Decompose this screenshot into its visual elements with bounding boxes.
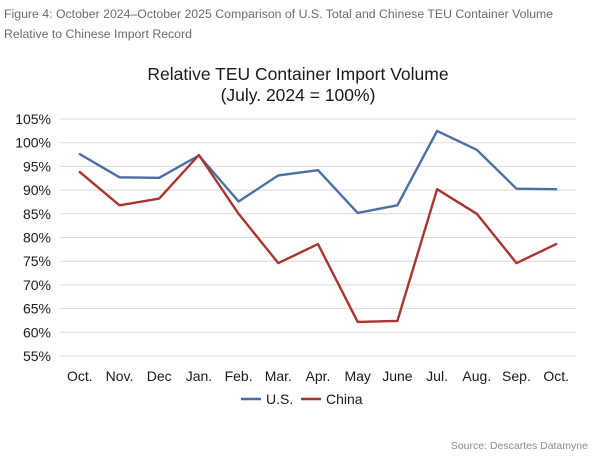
y-tick-label: 85%: [23, 206, 51, 222]
gridlines: [60, 118, 576, 357]
x-tick-label: May: [344, 368, 370, 384]
y-axis-tick-labels: 55% 60% 65% 70% 75% 80% 85% 90% 95% 100% 105%: [15, 111, 51, 364]
y-tick-label: 70%: [23, 277, 51, 293]
legend: U.S. China: [241, 391, 363, 407]
y-tick-label: 60%: [23, 324, 51, 340]
y-tick-label: 75%: [23, 253, 51, 269]
x-tick-label: Mar.: [265, 368, 292, 384]
x-tick-label: Sep.: [502, 368, 531, 384]
x-tick-label: Aug.: [462, 368, 491, 384]
y-tick-label: 105%: [15, 111, 51, 127]
series-lines: [78, 129, 558, 324]
legend-label: U.S.: [266, 391, 293, 407]
x-tick-label: Dec: [147, 368, 172, 384]
y-tick-label: 55%: [23, 348, 51, 364]
y-tick-label: 100%: [15, 135, 51, 151]
figure-caption: Figure 4: October 2024–October 2025 Comp…: [4, 7, 554, 41]
x-axis-tick-labels: Oct. Nov. Dec Jan. Feb. Mar. Apr. May June Jul. Au…: [67, 368, 569, 384]
x-tick-label: Apr.: [306, 368, 331, 384]
y-tick-label: 95%: [23, 158, 51, 174]
line-chart: Relative TEU Container Import Volume (Ju…: [15, 64, 576, 407]
chart-subtitle: (July. 2024 = 100%): [221, 85, 376, 105]
y-tick-label: 80%: [23, 230, 51, 246]
x-tick-label: Jan.: [186, 368, 212, 384]
chart-title: Relative TEU Container Import Volume: [147, 64, 448, 84]
x-tick-label: Nov.: [106, 368, 134, 384]
source-note: Source: Descartes Datamyne: [450, 440, 588, 452]
x-tick-label: June: [382, 368, 413, 384]
x-tick-label: Oct.: [67, 368, 93, 384]
x-tick-label: Oct.: [543, 368, 569, 384]
series-line-china: [78, 153, 558, 324]
legend-label: China: [326, 391, 363, 407]
y-tick-label: 65%: [23, 301, 51, 317]
y-tick-label: 90%: [23, 182, 51, 198]
x-tick-label: Feb.: [225, 368, 253, 384]
x-tick-label: Jul.: [426, 368, 448, 384]
